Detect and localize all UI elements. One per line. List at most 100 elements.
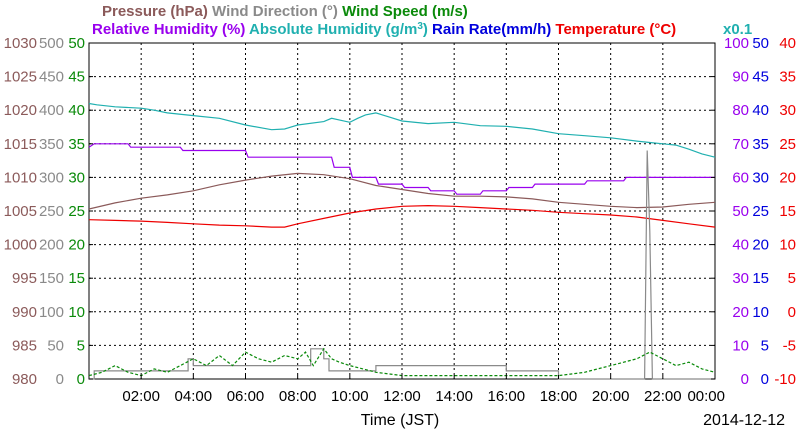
rain-rate-tick: 25 — [752, 203, 769, 220]
pressure-tick: 1025 — [4, 69, 37, 86]
legend-item: Wind Direction (°) — [208, 3, 338, 20]
legend-item: Temperature (°C) — [551, 21, 676, 38]
pressure-tick: 980 — [12, 371, 37, 388]
relative-humidity-tick: 40 — [732, 237, 749, 254]
legend-item: Wind Speed (m/s) — [338, 3, 468, 20]
x-tick-label: 08:00 — [279, 388, 317, 405]
x-axis-label: Time (JST) — [361, 412, 440, 429]
wind-speed-tick: 15 — [68, 270, 85, 287]
x-tick-label: 22:00 — [644, 388, 682, 405]
temperature-tick: 0 — [788, 304, 796, 321]
x-tick-label: 14:00 — [435, 388, 473, 405]
series-temperature — [88, 204, 716, 228]
wind-speed-tick: 50 — [68, 35, 85, 52]
relative-humidity-tick: 50 — [732, 203, 749, 220]
series-absolute-humidity — [88, 102, 716, 158]
pressure-tick: 990 — [12, 304, 37, 321]
x-tick-label: 10:00 — [331, 388, 369, 405]
x-tick-labels: 02:00 04:00 06:00 08:00 10:00 12:00 14:00 16:00… — [122, 375, 725, 405]
series-wind-direction — [89, 150, 715, 380]
rain-rate-tick: 10 — [752, 304, 769, 321]
x-tick-label: 18:00 — [540, 388, 578, 405]
rain-rate-tick: 5 — [761, 337, 769, 354]
pressure-tick: 1015 — [4, 136, 37, 153]
temperature-tick: -5 — [783, 337, 796, 354]
wind-speed-tick: 35 — [68, 136, 85, 153]
rain-rate-tick: 20 — [752, 237, 769, 254]
temperature-tick: 20 — [779, 169, 796, 186]
rain-rate-tick: 40 — [752, 102, 769, 119]
wind-speed-tick: 40 — [68, 102, 85, 119]
x-tick-label: 12:00 — [383, 388, 421, 405]
temperature-tick: 5 — [788, 270, 796, 287]
x-tick-label: 20:00 — [592, 388, 630, 405]
pressure-tick: 995 — [12, 270, 37, 287]
legend-text: Relative Humidity (%) Absolute Humidity … — [92, 21, 676, 39]
legend-tail: ) — [423, 21, 428, 38]
wind-direction-tick: 0 — [56, 371, 64, 388]
x-tick-label: 16:00 — [488, 388, 526, 405]
legend-item: Relative Humidity (%) — [92, 21, 245, 38]
grid — [89, 43, 715, 379]
series-relative-humidity — [88, 143, 715, 195]
legend-item: Pressure (hPa) — [102, 3, 208, 20]
temperature-tick: 40 — [779, 35, 796, 52]
rain-rate-tick: 30 — [752, 169, 769, 186]
wind-direction-tick: 400 — [39, 102, 64, 119]
date-label: 2014-12-12 — [703, 412, 785, 429]
legend-item: Absolute Humidity (g/m — [245, 21, 417, 38]
x-tick-label: 04:00 — [175, 388, 213, 405]
axis-ticks: 1030102510201015101010051000995990985980… — [4, 35, 796, 388]
relative-humidity-tick: 30 — [732, 270, 749, 287]
wind-direction-tick: 50 — [47, 337, 64, 354]
rain-rate-tick: 35 — [752, 136, 769, 153]
wind-direction-tick: 250 — [39, 203, 64, 220]
pressure-tick: 1010 — [4, 169, 37, 186]
temperature-tick: 25 — [779, 136, 796, 153]
temperature-tick: -10 — [774, 371, 796, 388]
temperature-tick: 10 — [779, 237, 796, 254]
x-tick-label: 02:00 — [122, 388, 160, 405]
wind-speed-tick: 45 — [68, 69, 85, 86]
wind-speed-tick: 25 — [68, 203, 85, 220]
wind-speed-tick: 10 — [68, 304, 85, 321]
wind-direction-tick: 300 — [39, 169, 64, 186]
wind-direction-tick: 450 — [39, 69, 64, 86]
wind-speed-tick: 0 — [77, 371, 85, 388]
temperature-tick: 35 — [779, 69, 796, 86]
rain-rate-tick: 50 — [752, 35, 769, 52]
legend-item: Rain Rate(mm/h) — [428, 21, 551, 38]
pressure-tick: 1005 — [4, 203, 37, 220]
wind-direction-tick: 350 — [39, 136, 64, 153]
relative-humidity-tick: 20 — [732, 304, 749, 321]
pressure-tick: 1020 — [4, 102, 37, 119]
rain-rate-tick: 0 — [761, 371, 769, 388]
temperature-tick: 15 — [779, 203, 796, 220]
wind-speed-tick: 20 — [68, 237, 85, 254]
series-pressure — [88, 172, 716, 210]
x-tick-label: 00:00 — [687, 388, 725, 405]
relative-humidity-tick: 90 — [732, 69, 749, 86]
relative-humidity-tick: 80 — [732, 102, 749, 119]
rain-rate-tick: 15 — [752, 270, 769, 287]
relative-humidity-tick: 60 — [732, 169, 749, 186]
legend-row-1: Pressure (hPa) Wind Direction (°) Wind S… — [102, 3, 468, 20]
series-wind-speed — [88, 347, 716, 377]
series-layer — [88, 102, 716, 380]
rain-rate-tick: 45 — [752, 69, 769, 86]
pressure-tick: 1030 — [4, 35, 37, 52]
wind-direction-tick: 100 — [39, 304, 64, 321]
wind-direction-tick: 200 — [39, 237, 64, 254]
temperature-tick: 30 — [779, 102, 796, 119]
wind-direction-tick: 500 — [39, 35, 64, 52]
scale-note: x0.1 — [723, 21, 752, 38]
legend-sup: 3 — [417, 21, 423, 32]
wind-speed-tick: 5 — [77, 337, 85, 354]
relative-humidity-tick: 10 — [732, 337, 749, 354]
wind-speed-tick: 30 — [68, 169, 85, 186]
wind-direction-tick: 150 — [39, 270, 64, 287]
legend-row-2: Relative Humidity (%) Absolute Humidity … — [92, 21, 676, 39]
pressure-tick: 1000 — [4, 237, 37, 254]
relative-humidity-tick: 70 — [732, 136, 749, 153]
